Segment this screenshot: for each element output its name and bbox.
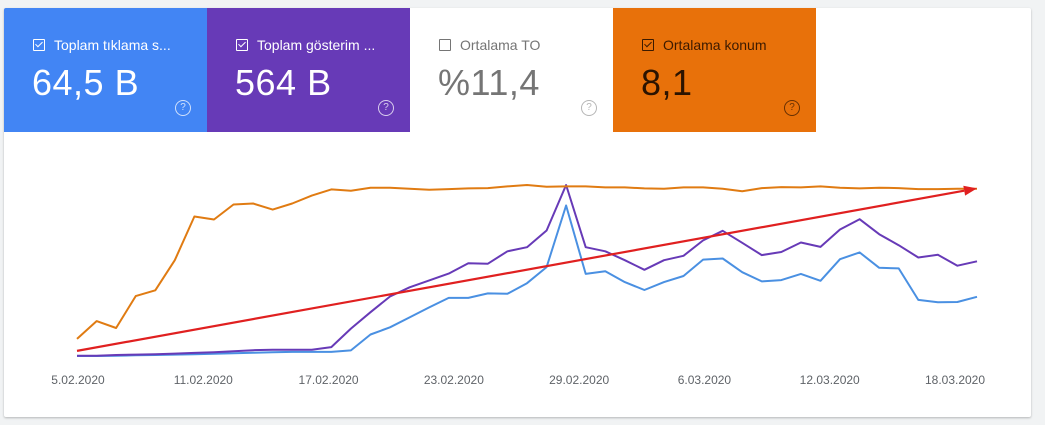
metric-label-row: Toplam gösterim ... bbox=[236, 37, 375, 53]
metric-tile-total-clicks[interactable]: Toplam tıklama s... 64,5 B ? bbox=[4, 8, 207, 132]
metric-label: Toplam gösterim ... bbox=[257, 37, 376, 53]
x-tick-label: 5.02.2020 bbox=[51, 373, 105, 387]
metric-label-row: Ortalama TO bbox=[439, 37, 540, 53]
series-line-1 bbox=[77, 204, 978, 357]
checkbox-checked-icon[interactable] bbox=[33, 39, 45, 51]
x-tick-label: 29.02.2020 bbox=[549, 373, 609, 387]
metric-tile-average-ctr[interactable]: Ortalama TO %11,4 ? bbox=[410, 8, 613, 132]
help-icon[interactable]: ? bbox=[378, 100, 394, 116]
checkbox-checked-icon[interactable] bbox=[236, 39, 248, 51]
metric-label-row: Toplam tıklama s... bbox=[33, 37, 171, 53]
metric-value: %11,4 bbox=[438, 62, 540, 103]
help-icon[interactable]: ? bbox=[581, 100, 597, 116]
metric-value: 64,5 B bbox=[32, 62, 140, 103]
x-tick-label: 23.02.2020 bbox=[424, 373, 484, 387]
x-tick-label: 6.03.2020 bbox=[678, 373, 732, 387]
performance-line-chart: 5.02.2020 11.02.2020 17.02.2020 23.02.2020 2… bbox=[51, 184, 985, 387]
help-icon[interactable]: ? bbox=[175, 100, 191, 116]
series-line-3 bbox=[76, 184, 977, 340]
x-tick-label: 17.02.2020 bbox=[299, 373, 359, 387]
metric-value: 564 B bbox=[235, 62, 332, 103]
help-icon[interactable]: ? bbox=[784, 100, 800, 116]
x-tick-label: 18.03.2020 bbox=[925, 373, 985, 387]
metric-label: Ortalama TO bbox=[460, 37, 541, 53]
metric-label: Toplam tıklama s... bbox=[54, 37, 171, 53]
performance-card: Toplam tıklama s... 64,5 B ? Toplam göst… bbox=[4, 8, 1031, 417]
series-line-2 bbox=[77, 184, 978, 357]
x-tick-label: 12.03.2020 bbox=[800, 373, 860, 387]
trend-arrow-line bbox=[76, 189, 965, 352]
metric-tile-total-impressions[interactable]: Toplam gösterim ... 564 B ? bbox=[207, 8, 410, 132]
checkbox-checked-icon[interactable] bbox=[642, 39, 654, 51]
metric-label: Ortalama konum bbox=[663, 37, 767, 53]
metric-tile-average-position[interactable]: Ortalama konum 8,1 ? bbox=[613, 8, 816, 132]
metric-tiles: Toplam tıklama s... 64,5 B ? Toplam göst… bbox=[4, 8, 816, 132]
x-tick-label: 11.02.2020 bbox=[174, 373, 233, 387]
metric-value: 8,1 bbox=[641, 62, 693, 103]
metric-label-row: Ortalama konum bbox=[642, 37, 766, 53]
checkbox-unchecked-icon[interactable] bbox=[439, 39, 451, 51]
trend-arrow-head bbox=[963, 185, 977, 196]
